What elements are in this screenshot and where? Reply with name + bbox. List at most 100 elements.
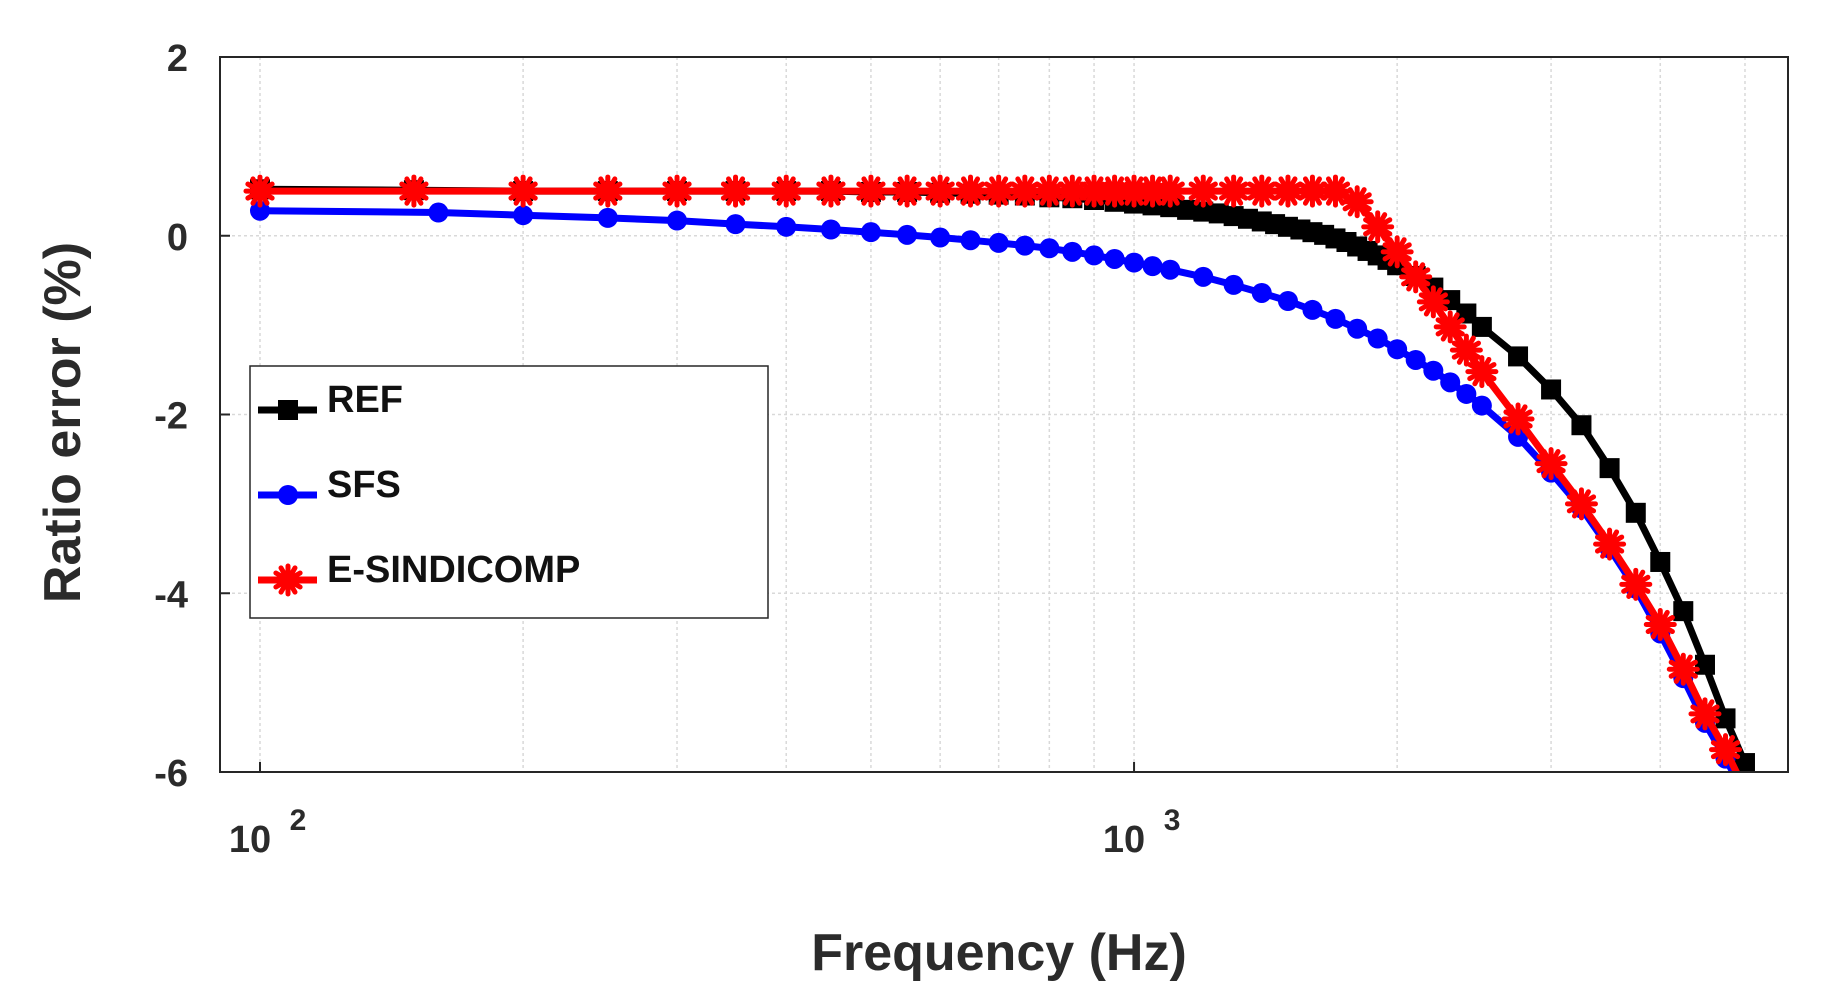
data-point-e-sindicomp — [1709, 733, 1743, 767]
marker-spoke — [771, 181, 801, 201]
data-point-e-sindicomp — [1153, 174, 1187, 208]
data-point-e-sindicomp — [1340, 185, 1374, 219]
data-point-e-sindicomp — [1271, 174, 1305, 208]
y-tick-label: 0 — [167, 217, 188, 259]
data-point-sfs — [988, 232, 1009, 253]
data-point-e-sindicomp — [1008, 174, 1042, 208]
data-point-e-sindicomp — [923, 174, 957, 208]
data-point-e-sindicomp — [397, 174, 431, 208]
marker-spoke — [1467, 362, 1497, 382]
data-point-ref — [1673, 601, 1694, 622]
data-point-sfs — [1142, 256, 1163, 277]
data-point-e-sindicomp — [719, 174, 753, 208]
marker-spoke — [1247, 181, 1277, 201]
data-point-e-sindicomp — [769, 174, 803, 208]
data-point-e-sindicomp — [1077, 174, 1111, 208]
data-point-e-sindicomp — [1295, 174, 1329, 208]
tick-labels: 2 0 -2 -4 -6 10 2 10 3 — [154, 38, 1180, 861]
data-point-e-sindicomp — [1449, 333, 1483, 367]
data-point-e-sindicomp — [1380, 235, 1414, 269]
marker-spoke — [1668, 659, 1698, 679]
data-point-sfs — [1387, 339, 1408, 360]
data-point-sfs — [1223, 274, 1244, 295]
data-point-ref — [1508, 346, 1529, 367]
data-point-ref — [1599, 458, 1620, 479]
series-sfs — [249, 200, 1737, 771]
series-e-sindicomp — [243, 174, 1743, 771]
data-point-ref — [1193, 201, 1214, 222]
marker-spoke — [955, 181, 986, 201]
data-point-e-sindicomp — [890, 174, 924, 208]
marker-spoke — [925, 181, 955, 201]
data-point-sfs — [1251, 282, 1272, 303]
legend: REF SFS E-SINDICOMP — [249, 365, 769, 619]
data-point-sfs — [1405, 349, 1426, 370]
data-point-sfs — [725, 214, 746, 235]
x-tick-exponent: 3 — [1164, 804, 1181, 837]
data-point-e-sindicomp — [854, 174, 888, 208]
data-point-sfs — [1124, 252, 1145, 273]
data-point-ref — [1177, 199, 1198, 220]
data-point-ref — [1471, 316, 1492, 337]
data-point-ref — [1650, 551, 1671, 572]
marker-spoke — [1418, 292, 1448, 312]
data-point-sfs — [1014, 235, 1035, 256]
marker-spoke — [1155, 181, 1185, 201]
marker-spoke — [1435, 317, 1465, 337]
marker-spoke — [1320, 181, 1351, 201]
marker-spoke — [1566, 494, 1597, 514]
marker-spoke — [1401, 267, 1431, 287]
data-point-e-sindicomp — [1433, 310, 1467, 344]
data-point-sfs — [930, 227, 951, 248]
data-point-e-sindicomp — [1318, 174, 1352, 208]
y-tick-label: 2 — [167, 38, 188, 80]
legend-marker-sfs — [278, 485, 298, 505]
data-point-sfs — [1193, 266, 1214, 287]
data-point-ref — [1694, 654, 1715, 675]
marker-spoke — [1363, 217, 1393, 237]
data-point-sfs — [1160, 259, 1181, 280]
data-point-e-sindicomp — [1619, 567, 1653, 601]
marker-spoke — [856, 181, 886, 201]
marker-spoke — [1594, 534, 1625, 554]
data-point-e-sindicomp — [1217, 174, 1251, 208]
marker-spoke — [273, 570, 303, 590]
data-point-sfs — [597, 207, 618, 228]
data-point-e-sindicomp — [814, 174, 848, 208]
data-point-ref — [1541, 379, 1562, 400]
legend-marker-e-sindicomp — [271, 563, 305, 597]
marker-spoke — [984, 181, 1014, 201]
data-point-sfs — [897, 224, 918, 245]
marker-spoke — [399, 181, 429, 201]
y-tick-label: -2 — [154, 396, 188, 438]
data-point-e-sindicomp — [954, 174, 988, 208]
data-point-e-sindicomp — [1666, 652, 1700, 686]
marker-spoke — [1382, 242, 1412, 262]
data-point-sfs — [1440, 372, 1461, 393]
data-point-e-sindicomp — [1186, 174, 1220, 208]
marker-spoke — [1010, 181, 1040, 201]
grid — [220, 57, 1788, 772]
data-point-e-sindicomp — [1245, 174, 1279, 208]
data-point-sfs — [1325, 308, 1346, 329]
data-point-sfs — [960, 230, 981, 251]
data-point-e-sindicomp — [243, 174, 277, 208]
legend-box — [249, 365, 769, 619]
data-point-ref — [1734, 753, 1755, 771]
marker-spoke — [1690, 704, 1720, 724]
y-tick-label: -6 — [154, 753, 188, 795]
data-point-sfs — [1347, 318, 1368, 339]
data-point-e-sindicomp — [982, 174, 1016, 208]
data-point-e-sindicomp — [1055, 174, 1089, 208]
data-point-e-sindicomp — [1688, 697, 1722, 731]
data-point-e-sindicomp — [1399, 260, 1433, 294]
legend-label-e-sindicomp: E-SINDICOMP — [327, 549, 580, 591]
data-point-e-sindicomp — [506, 174, 540, 208]
data-point-sfs — [513, 205, 534, 226]
marker-spoke — [1503, 409, 1533, 429]
marker-spoke — [1034, 181, 1064, 201]
data-point-sfs — [1039, 238, 1060, 259]
data-point-sfs — [1104, 248, 1125, 269]
data-point-sfs — [1423, 360, 1444, 381]
legend-label-ref: REF — [327, 379, 403, 421]
